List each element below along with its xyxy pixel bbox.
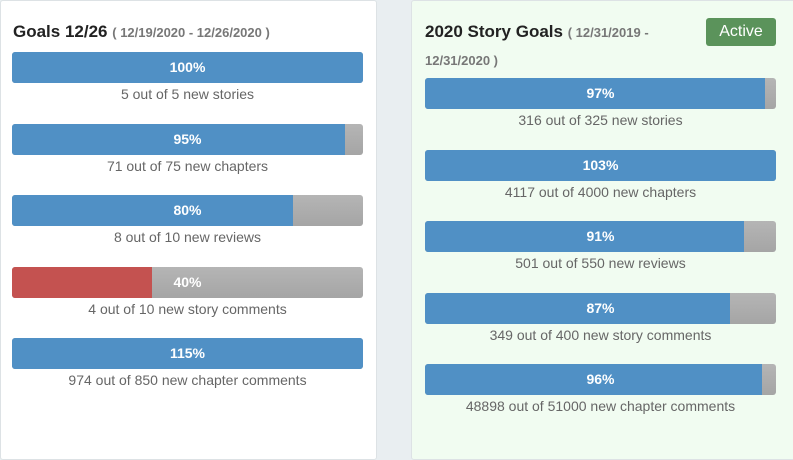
progress-label: 115% [169, 345, 206, 361]
progress-fill [12, 338, 363, 369]
progress-description: 4 out of 10 new story comments [88, 300, 287, 317]
progress-label: 100% [169, 59, 206, 75]
progress-label: 91% [586, 228, 615, 244]
progress-description: 349 out of 400 new story comments [489, 326, 712, 343]
progress-fill [425, 221, 745, 252]
progress-fill [12, 123, 346, 155]
progress-fill [425, 364, 762, 395]
progress-track: 115% [12, 338, 363, 369]
panel-title: Goals 12/26 ( 12/19/2020 - 12/26/2020 ) [13, 18, 353, 46]
progress-track: 40% [12, 266, 363, 298]
progress-fill [12, 195, 293, 226]
progress-label: 96% [586, 371, 615, 387]
progress-track: 95% [12, 123, 363, 155]
progress-label: 97% [586, 85, 615, 101]
progress-label: 40% [173, 273, 202, 290]
progress-track: 80% [12, 195, 363, 226]
progress-label: 87% [586, 299, 615, 316]
date-range: ( 12/19/2020 - 12/26/2020 ) [112, 25, 270, 40]
progress-description: 48898 out of 51000 new chapter comments [465, 398, 736, 414]
progress-track: 100% [12, 52, 363, 83]
progress-fill [425, 292, 731, 324]
progress-label: 80% [173, 202, 202, 218]
title-text: 2020 Story Goals [425, 22, 563, 41]
goals-panel: 2020 Story Goals ( 12/31/2019 - 12/31/20… [411, 0, 793, 460]
progress-description: 4117 out of 4000 new chapters [504, 183, 697, 200]
progress-fill [425, 149, 776, 181]
status-badge: Active [706, 18, 776, 46]
progress-track: 96% [425, 364, 776, 395]
progress-track: 87% [425, 292, 776, 324]
progress-description: 5 out of 5 new stories [120, 86, 255, 102]
progress-description: 974 out of 850 new chapter comments [68, 372, 307, 388]
progress-track: 97% [425, 78, 776, 109]
progress-description: 8 out of 10 new reviews [113, 229, 262, 245]
progress-track: 91% [425, 221, 776, 252]
progress-description: 71 out of 75 new chapters [106, 157, 269, 174]
panel-title: 2020 Story Goals ( 12/31/2019 - 12/31/20… [425, 18, 675, 74]
progress-description: 501 out of 550 new reviews [515, 255, 686, 271]
title-text: Goals 12/26 [13, 22, 108, 41]
progress-track: 103% [425, 149, 776, 181]
progress-label: 95% [173, 130, 202, 147]
progress-description: 316 out of 325 new stories [518, 112, 683, 128]
progress-fill [425, 78, 766, 109]
progress-fill [12, 266, 153, 298]
progress-fill [12, 52, 363, 83]
progress-label: 103% [582, 156, 619, 173]
goals-panel: Goals 12/26 ( 12/19/2020 - 12/26/2020 ) … [0, 0, 377, 460]
date-range: ( 12/31/2019 - 12/31/2020 ) [425, 25, 649, 68]
